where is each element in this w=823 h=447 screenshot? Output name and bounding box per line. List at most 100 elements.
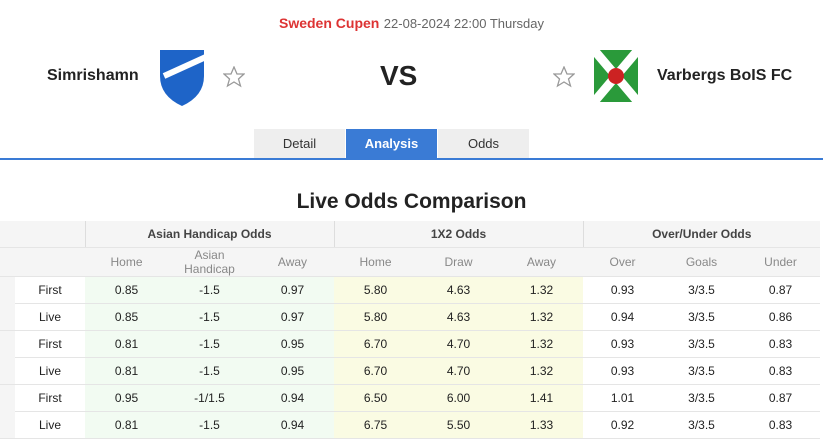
odds-cell: -1.5 — [168, 303, 251, 331]
bookmaker-cell — [0, 276, 15, 331]
odds-cell: 0.93 — [583, 276, 662, 304]
odds-cell: 3/3.5 — [662, 276, 741, 304]
odds-cell: 0.95 — [251, 330, 334, 358]
row-label: Live — [15, 357, 85, 385]
match-info: Sweden Cupen 22-08-2024 22:00 Thursday — [0, 15, 823, 33]
odds-cell: 0.94 — [583, 303, 662, 331]
row-label: Live — [15, 303, 85, 331]
odds-cell: 5.80 — [334, 303, 417, 331]
vs: VS — [380, 60, 418, 91]
odds-cell: 1.41 — [500, 384, 583, 412]
odds-cell: 6.00 — [417, 384, 500, 412]
odds-cell: 0.94 — [251, 384, 334, 412]
row-label: First — [15, 384, 85, 412]
column-header: Away — [251, 247, 334, 277]
odds-cell: 0.95 — [251, 357, 334, 385]
bookmaker-cell — [0, 330, 15, 385]
odds-cell: 0.97 — [251, 276, 334, 304]
odds-cell: -1.5 — [168, 276, 251, 304]
tab[interactable]: Detail — [254, 129, 345, 159]
group-header: Over/Under Odds — [582, 221, 820, 248]
odds-cell: 0.85 — [85, 276, 168, 304]
odds-cell: 0.87 — [741, 276, 820, 304]
away-logo — [590, 47, 642, 105]
favorite-star[interactable] — [553, 66, 575, 88]
column-header-row: Home Asian Handicap Away Home Draw Away Over Go… — [0, 247, 820, 277]
home-team[interactable]: Simrishamn — [47, 67, 139, 84]
odds-cell: 0.83 — [741, 330, 820, 358]
odds-row: Live 0.85 -1.5 0.97 5.80 4.63 1.32 0.94 3/3.5 0.8… — [0, 303, 820, 331]
odds-cell: 6.70 — [334, 357, 417, 385]
competition[interactable]: Sweden Cupen — [278, 15, 380, 31]
tab[interactable]: Odds — [438, 129, 529, 159]
odds-cell: 0.95 — [85, 384, 168, 412]
odds-cell: 6.75 — [334, 411, 417, 439]
column-header: Over — [583, 247, 662, 277]
odds-cell: 0.97 — [251, 303, 334, 331]
odds-cell: 4.63 — [417, 303, 500, 331]
odds-cell: 1.33 — [500, 411, 583, 439]
odds-cell: 0.87 — [741, 384, 820, 412]
odds-cell: 5.50 — [417, 411, 500, 439]
odds-cell: 1.32 — [500, 330, 583, 358]
column-header: Away — [500, 247, 583, 277]
odds-cell: -1.5 — [168, 411, 251, 439]
odds-cell: 0.83 — [741, 357, 820, 385]
odds-cell: 1.32 — [500, 357, 583, 385]
tab-underline — [0, 158, 823, 160]
odds-cell: 3/3.5 — [662, 330, 741, 358]
tabs: Detail Analysis Odds — [254, 129, 530, 159]
odds-cell: 0.85 — [85, 303, 168, 331]
column-header: Asian Handicap — [168, 247, 251, 277]
odds-cell: 1.32 — [500, 303, 583, 331]
away-team[interactable]: Varbergs BoIS FC — [657, 67, 793, 84]
odds-cell: 0.81 — [85, 411, 168, 439]
group-header: Asian Handicap Odds — [84, 221, 334, 248]
odds-cell: 3/3.5 — [662, 357, 741, 385]
odds-row: First 0.95 -1/1.5 0.94 6.50 6.00 1.41 1.01 3/3.5… — [0, 384, 820, 439]
odds-cell: 6.70 — [334, 330, 417, 358]
odds-cell: 1.01 — [583, 384, 662, 412]
bookmaker-cell — [0, 384, 15, 439]
odds-cell: 4.63 — [417, 276, 500, 304]
odds-cell: 1.32 — [500, 276, 583, 304]
odds-cell: 0.81 — [85, 357, 168, 385]
odds-cell: 0.93 — [583, 330, 662, 358]
odds-cell: 0.86 — [741, 303, 820, 331]
odds-row: Live 0.81 -1.5 0.95 6.70 4.70 1.32 0.93 3/3.5 0.8… — [0, 357, 820, 385]
odds-table: Asian Handicap Odds 1X2 Odds Over/Under Od… — [0, 221, 820, 439]
column-header: Draw — [417, 247, 500, 277]
odds-row: First 0.85 -1.5 0.97 5.80 4.63 1.32 0.93 3/3.5 0.… — [0, 276, 820, 331]
odds-cell: -1.5 — [168, 357, 251, 385]
odds-cell: 0.83 — [741, 411, 820, 439]
home-logo — [160, 50, 210, 106]
corner-cell — [0, 221, 85, 248]
odds-cell: 0.93 — [583, 357, 662, 385]
odds-cell: 0.94 — [251, 411, 334, 439]
odds-cell: 0.92 — [583, 411, 662, 439]
odds-cell: 5.80 — [334, 276, 417, 304]
row-label: First — [15, 276, 85, 304]
row-label: First — [15, 330, 85, 358]
odds-cell: 3/3.5 — [662, 411, 741, 439]
row-label: Live — [15, 411, 85, 439]
odds-cell: 3/3.5 — [662, 303, 741, 331]
column-header: Home — [85, 247, 168, 277]
corner-cell — [0, 247, 85, 277]
column-header: Goals — [662, 247, 741, 277]
column-header: Home — [334, 247, 417, 277]
group-header: 1X2 Odds — [333, 221, 583, 248]
odds-cell: 6.50 — [334, 384, 417, 412]
odds-cell: 3/3.5 — [662, 384, 741, 412]
tab[interactable]: Analysis — [346, 129, 437, 159]
favorite-star[interactable] — [223, 66, 245, 88]
odds-cell: 4.70 — [417, 330, 500, 358]
odds-row: First 0.81 -1.5 0.95 6.70 4.70 1.32 0.93 3/3.5 0.… — [0, 330, 820, 385]
group-header-row: Asian Handicap Odds 1X2 Odds Over/Under Od… — [0, 221, 820, 248]
datetime: 22-08-2024 22:00 Thursday — [383, 16, 545, 31]
odds-cell: -1/1.5 — [168, 384, 251, 412]
odds-row: Live 0.81 -1.5 0.94 6.75 5.50 1.33 0.92 3/3.5 0.8… — [0, 411, 820, 439]
section-title: Live Odds Comparison — [296, 190, 527, 213]
odds-cell: 0.81 — [85, 330, 168, 358]
